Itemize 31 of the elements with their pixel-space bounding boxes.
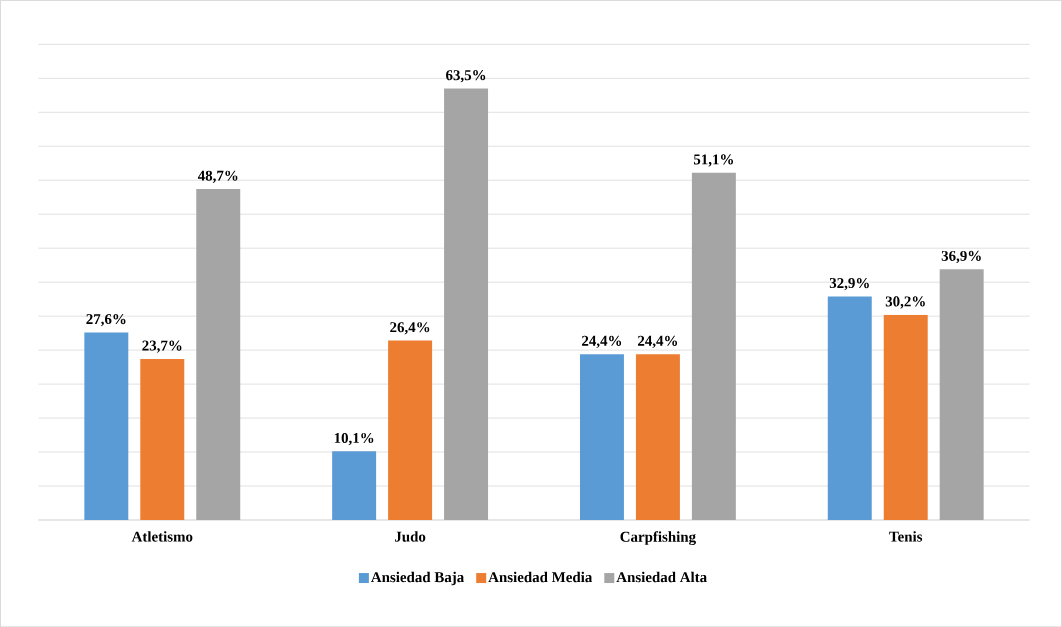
data-label: 23,7% (142, 340, 182, 353)
bar (140, 358, 185, 520)
data-label: 51,1% (693, 154, 733, 167)
bar (635, 354, 680, 520)
data-label: 48,7% (197, 170, 238, 183)
data-label: 63,5% (446, 69, 486, 83)
bar (691, 172, 736, 520)
data-label: 10,1% (334, 432, 374, 446)
bar (579, 354, 624, 520)
bar (939, 269, 984, 520)
x-tick-label: Tenis (889, 531, 923, 542)
x-tick-label: Judo (394, 531, 426, 542)
legend-label: Ansiedad Media (488, 571, 593, 583)
data-label: 30,2% (885, 296, 925, 309)
legend-label: Ansiedad Baja (371, 571, 464, 586)
bar (827, 296, 872, 520)
x-tick-label: Carpfishing (620, 531, 696, 545)
bar (388, 340, 433, 520)
data-label: 36,9% (941, 250, 981, 263)
bar (332, 451, 377, 520)
bar (196, 188, 241, 520)
bar (444, 88, 489, 520)
bar (84, 332, 129, 520)
data-label: 32,9% (829, 277, 869, 291)
data-label: 24,4% (582, 335, 622, 348)
bar (883, 314, 928, 520)
legend-label: Ansiedad Alta (616, 571, 707, 583)
x-tick-label: Atletismo (131, 531, 193, 542)
data-label: 27,6% (86, 313, 126, 327)
data-label: 24,4% (638, 335, 678, 348)
data-label: 26,4% (390, 322, 430, 335)
